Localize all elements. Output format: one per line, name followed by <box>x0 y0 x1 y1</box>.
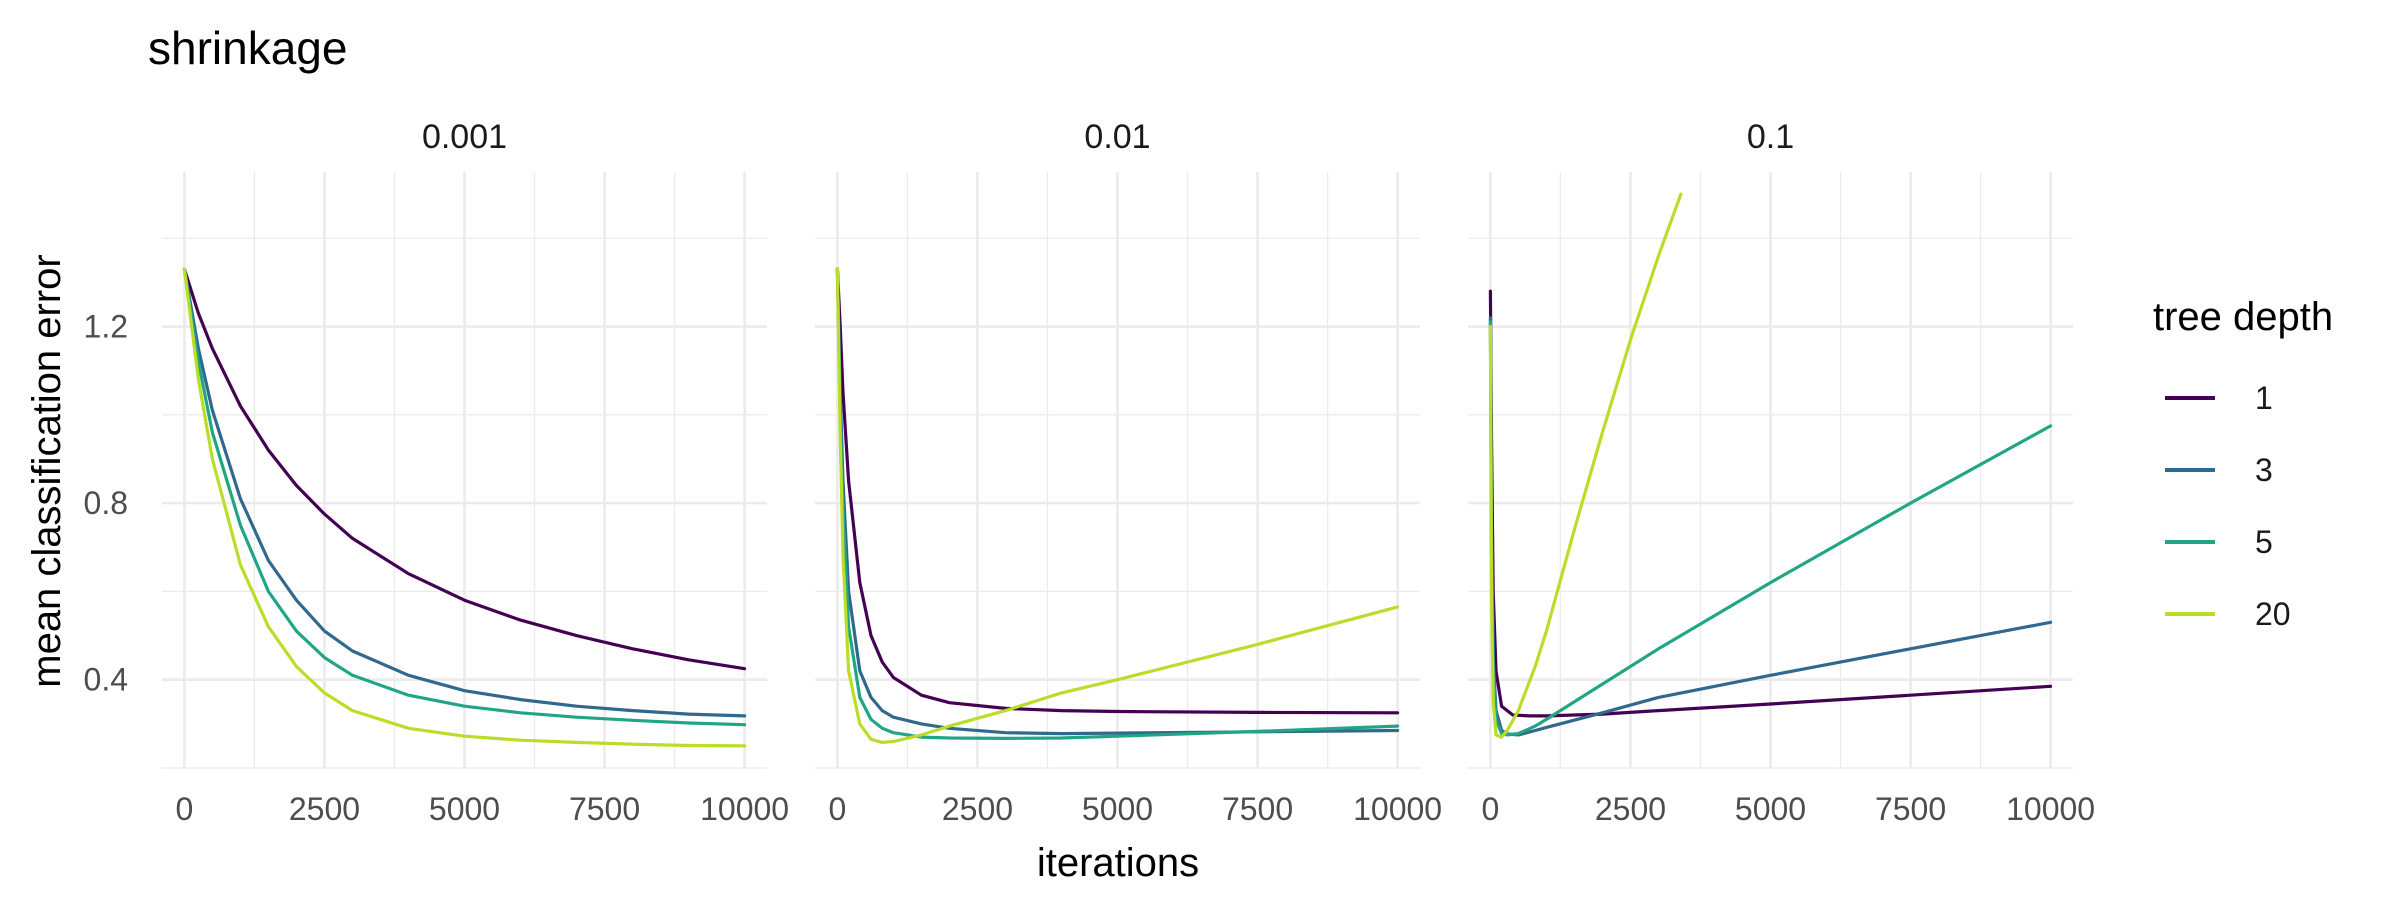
facet-panel-0.01: 0.01 0 2500 5000 7500 10000 <box>815 118 1442 827</box>
legend-item-1: 1 <box>2165 380 2273 416</box>
x-tick-label: 2500 <box>289 791 360 827</box>
legend-title: tree depth <box>2153 295 2333 339</box>
x-tick-label: 7500 <box>1222 791 1293 827</box>
series-line-depth-20 <box>835 267 1400 745</box>
y-tick-label: 0.4 <box>84 662 128 698</box>
series-line-depth-1 <box>182 267 747 671</box>
series-line-depth-3 <box>182 267 747 718</box>
legend-label: 1 <box>2255 380 2273 416</box>
y-tick-label: 1.2 <box>84 309 128 345</box>
series-line-depth-20 <box>1488 192 1683 739</box>
x-tick-label: 5000 <box>1082 791 1153 827</box>
y-tick-label: 0.8 <box>84 485 128 521</box>
x-tick-label: 0 <box>1482 791 1500 827</box>
series-line-depth-5 <box>835 267 1400 741</box>
x-tick-label: 0 <box>829 791 847 827</box>
x-tick-label: 5000 <box>429 791 500 827</box>
series-line-depth-20 <box>182 267 747 748</box>
x-tick-label: 7500 <box>1875 791 1946 827</box>
legend-item-20: 20 <box>2165 596 2291 632</box>
x-tick-label: 2500 <box>942 791 1013 827</box>
gridlines <box>1468 172 2073 769</box>
x-tick-label: 10000 <box>2006 791 2095 827</box>
chart-title: shrinkage <box>148 22 347 74</box>
x-tick-label: 0 <box>176 791 194 827</box>
y-axis-title: mean classification error <box>25 254 69 688</box>
legend-label: 3 <box>2255 452 2273 488</box>
facet-label: 0.001 <box>422 118 507 156</box>
x-tick-label: 2500 <box>1595 791 1666 827</box>
legend-item-5: 5 <box>2165 524 2273 560</box>
x-axis-title: iterations <box>1037 841 1199 885</box>
legend-label: 5 <box>2255 524 2273 560</box>
x-tick-label: 10000 <box>1353 791 1442 827</box>
series-line-depth-1 <box>835 267 1400 715</box>
legend: tree depth 1 3 5 20 <box>2153 295 2333 632</box>
facet-label: 0.01 <box>1084 118 1150 156</box>
facet-panel-0.1: 0.1 0 2500 5000 7500 10000 <box>1468 118 2095 827</box>
x-tick-label: 5000 <box>1735 791 1806 827</box>
gridlines <box>162 172 767 769</box>
legend-label: 20 <box>2255 596 2291 632</box>
facet-panels: 0.001 0 2500 5000 7500 10000 0.4 0.8 1.2 0.01 0 250… <box>84 118 2096 827</box>
x-tick-label: 7500 <box>569 791 640 827</box>
facet-label: 0.1 <box>1747 118 1794 156</box>
facet-panel-0.001: 0.001 0 2500 5000 7500 10000 0.4 0.8 1.2 <box>84 118 790 827</box>
x-tick-label: 10000 <box>700 791 789 827</box>
series-line-depth-5 <box>182 267 747 727</box>
legend-item-3: 3 <box>2165 452 2273 488</box>
